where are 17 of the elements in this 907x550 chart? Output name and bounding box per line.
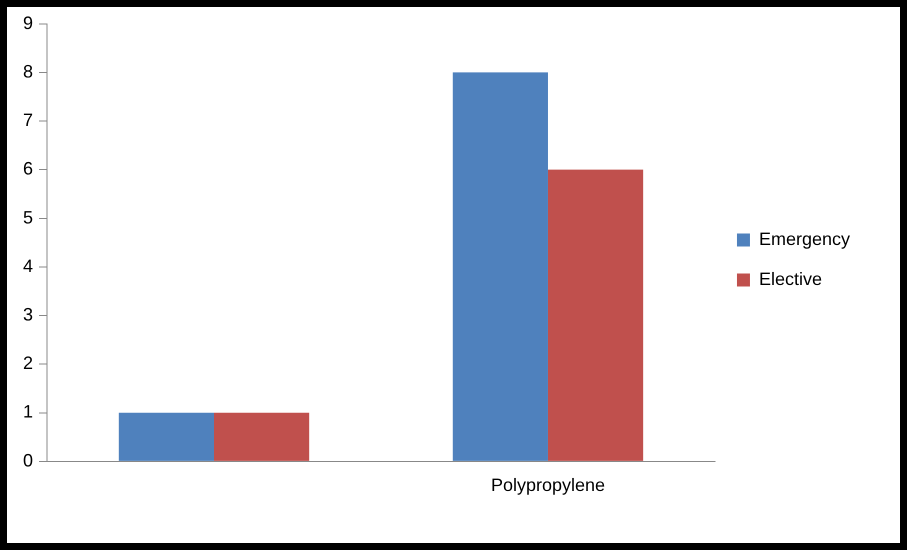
bar	[118, 412, 214, 461]
y-tick-label: 1	[22, 402, 34, 422]
legend-label: Elective	[758, 268, 822, 289]
y-tick-label: 3	[22, 304, 34, 324]
y-tick-label: 2	[22, 353, 34, 374]
y-tick-label: 0	[22, 450, 34, 470]
y-tick-label: 7	[22, 110, 34, 130]
y-tick-label: 8	[22, 61, 34, 82]
y-tick-label: 9	[22, 12, 34, 33]
y-tick-label: 4	[22, 256, 34, 276]
y-tick-label: 6	[22, 158, 34, 179]
bar	[548, 170, 644, 461]
legend-label: Emergency	[758, 228, 850, 249]
bar	[452, 72, 548, 461]
bar	[214, 412, 310, 461]
y-tick-label: 5	[22, 207, 34, 228]
x-tick-label: Polypropylene	[490, 475, 606, 496]
